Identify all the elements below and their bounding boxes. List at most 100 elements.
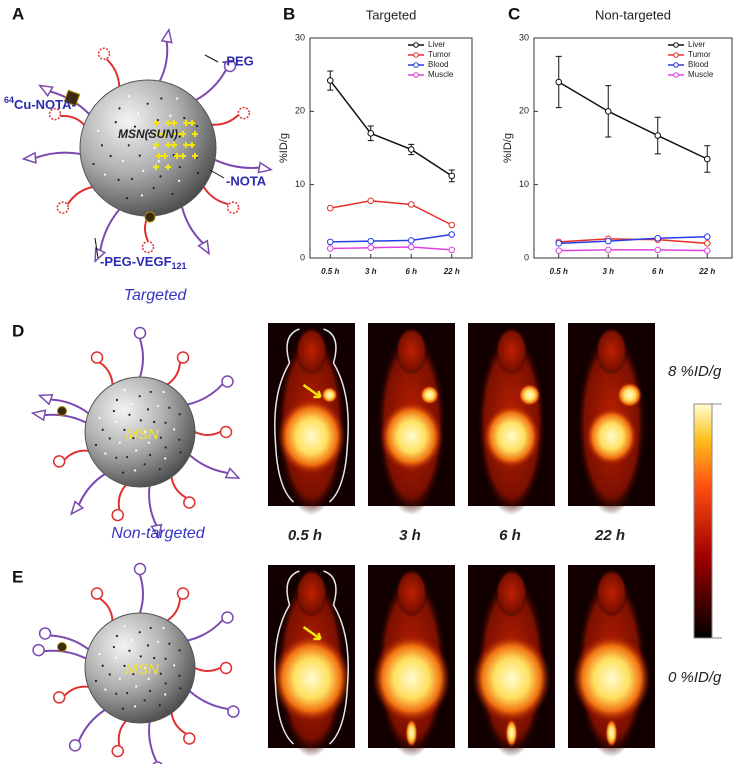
y-axis-label: %ID/g [278, 133, 290, 163]
peg-label: -PEG [222, 53, 254, 68]
end-group [141, 240, 155, 254]
head [295, 327, 328, 375]
end-group [133, 326, 147, 340]
pore [109, 154, 112, 158]
pore [164, 682, 167, 685]
pore [162, 390, 165, 394]
series-line [558, 81, 708, 160]
pore [138, 631, 141, 634]
end-group [221, 611, 234, 624]
point [555, 240, 563, 247]
tumor-signal [518, 384, 541, 406]
linker [170, 712, 187, 735]
vegf [30, 409, 47, 422]
sunitinib [162, 153, 168, 159]
pore [195, 156, 198, 159]
pore [121, 159, 125, 163]
pore [179, 687, 182, 690]
pore [168, 406, 171, 409]
pore [115, 398, 119, 402]
vegf-label: -PEG-VEGF121 [100, 254, 187, 271]
chart-title: Non-targeted [595, 7, 671, 22]
point [326, 204, 334, 212]
pore [158, 704, 161, 707]
pore [144, 430, 147, 434]
pore [173, 664, 176, 667]
pore [133, 705, 137, 708]
point [407, 237, 415, 244]
pore [148, 453, 152, 457]
sunitinib [189, 120, 195, 126]
x-tick-label: 22 h [443, 267, 460, 276]
vegf [224, 467, 241, 479]
liver-signal [572, 634, 651, 723]
pore [125, 197, 129, 200]
pore [123, 428, 126, 431]
sunitinib [183, 120, 189, 126]
pore [114, 420, 118, 423]
pore [127, 95, 130, 98]
liver-signal [277, 398, 346, 475]
linker [44, 649, 87, 660]
pore [159, 175, 162, 178]
x-tick-label: 6 h [652, 267, 664, 276]
liver-signal [372, 634, 451, 723]
point [604, 246, 612, 254]
vegf [37, 394, 54, 406]
pore [147, 132, 151, 135]
end-group [223, 59, 237, 73]
pore [133, 469, 137, 472]
pore [94, 679, 98, 683]
end-group [111, 508, 124, 522]
linker [158, 41, 169, 82]
sunitinib [180, 131, 186, 137]
linker [99, 597, 114, 621]
end-group [97, 47, 111, 60]
mouse-outline [274, 328, 349, 503]
linker [66, 186, 93, 205]
core-label: MSN [125, 426, 159, 443]
x-tick-label: 3 h [365, 267, 377, 276]
pore [132, 673, 135, 676]
pore [146, 644, 150, 647]
pore [164, 693, 167, 696]
caption: Non-targeted [111, 525, 205, 542]
linker [148, 722, 158, 763]
linker [187, 383, 223, 406]
pore [123, 664, 126, 667]
linker [139, 574, 144, 614]
pore [164, 457, 167, 460]
series-line [330, 200, 453, 226]
msn-core [84, 612, 196, 724]
x-tick-label: 22 h [698, 267, 715, 276]
sunitinib [192, 153, 198, 159]
pointer [94, 237, 99, 259]
pore [138, 395, 141, 398]
pore [114, 121, 117, 124]
linker [194, 431, 221, 436]
vegf [257, 161, 274, 174]
pore [126, 691, 129, 695]
pore [164, 657, 167, 660]
pore [104, 173, 107, 176]
colorbar-min: 0 %ID/g [668, 669, 722, 686]
pore [179, 451, 182, 454]
pore [148, 689, 152, 693]
head [395, 327, 428, 375]
pore [183, 116, 186, 120]
y-tick-label: 20 [295, 106, 305, 116]
tumor-signal [617, 382, 642, 408]
point [703, 233, 711, 241]
sunitinib [183, 142, 189, 148]
end-group [176, 587, 190, 600]
pore [115, 456, 118, 459]
pore [156, 118, 159, 122]
linker [50, 634, 89, 650]
point [407, 201, 415, 208]
linker [60, 115, 85, 126]
pore [178, 438, 181, 441]
pore [176, 97, 179, 100]
pore [130, 638, 134, 642]
pore [94, 443, 98, 447]
end-group [48, 107, 62, 121]
